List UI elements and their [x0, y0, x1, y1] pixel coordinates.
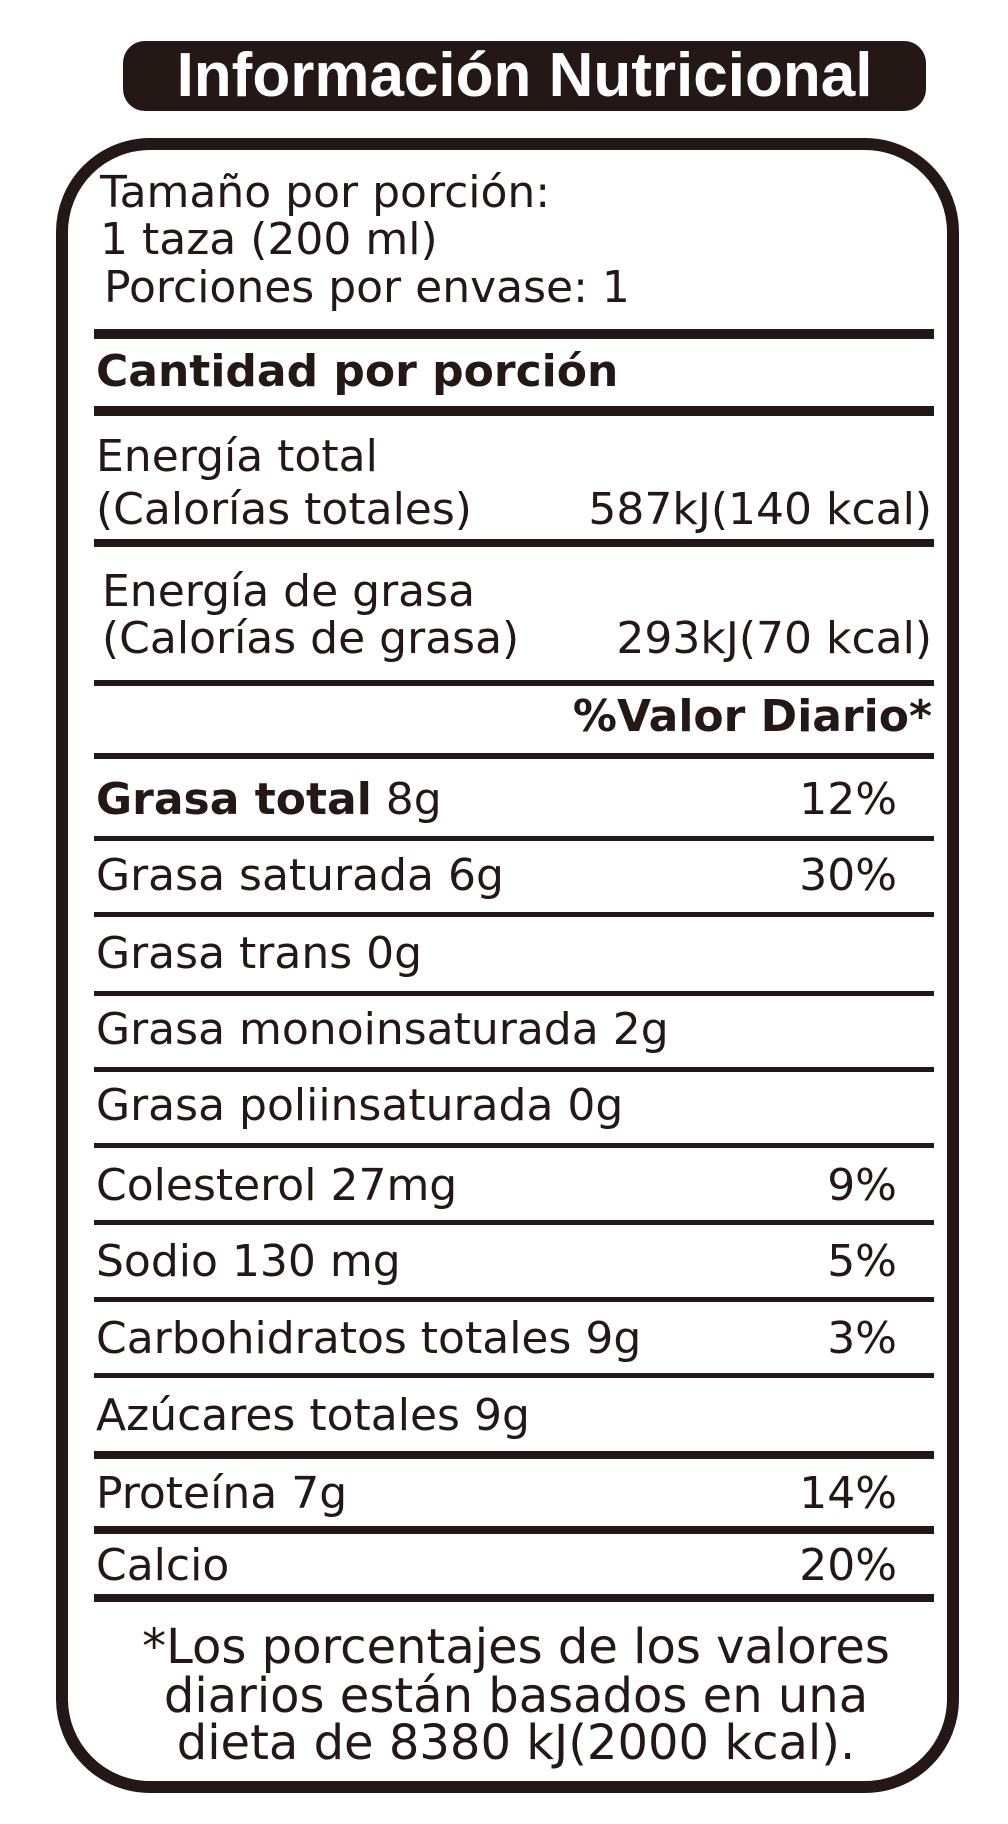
- nutrient-amount: 8g: [385, 774, 442, 825]
- serving-size: 1 taza (200 ml): [100, 214, 438, 265]
- energy-label: Energía de grasa: [102, 566, 476, 617]
- energy-label: Energía total: [96, 431, 378, 482]
- nutrient-name: Carbohidratos totales 9g: [96, 1313, 642, 1364]
- nutrient-name: Calcio: [96, 1540, 230, 1591]
- nutrient-name: Proteína 7g: [96, 1468, 348, 1519]
- divider: [94, 1451, 934, 1459]
- label-frame: [56, 138, 959, 1793]
- daily-value: 9%: [827, 1160, 897, 1211]
- divider: [94, 1066, 934, 1072]
- divider: [94, 680, 934, 686]
- daily-value: 20%: [799, 1540, 897, 1591]
- nutrient-name: Grasa saturada 6g: [96, 850, 504, 901]
- title-background: [123, 41, 926, 111]
- divider: [94, 406, 934, 416]
- title: Información Nutricional: [176, 41, 873, 110]
- nutrient-amount: 130 mg: [231, 1236, 401, 1287]
- divider: [94, 1296, 934, 1302]
- divider: [94, 329, 934, 339]
- footnote-line: diarios están basados en una: [163, 1668, 869, 1724]
- divider: [94, 539, 934, 547]
- daily-value: 14%: [799, 1468, 897, 1519]
- nutrient-name: Grasa trans 0g: [96, 928, 423, 979]
- nutrient-name: Grasa monoinsaturada 2g: [96, 1004, 669, 1055]
- nutrient-name: Grasa poliinsaturada 0g: [96, 1080, 624, 1131]
- nutrient-amount: 9g: [473, 1390, 530, 1441]
- footnote-line: dieta de 8380 kJ(2000 kcal).: [176, 1715, 856, 1771]
- energy-value: 293kJ(70 kcal): [616, 613, 932, 664]
- nutrient-amount: 27mg: [330, 1160, 458, 1211]
- divider: [94, 990, 934, 996]
- daily-value-heading: %Valor Diario*: [572, 691, 932, 742]
- nutrient-amount: 7g: [291, 1468, 348, 1519]
- daily-value: 5%: [827, 1236, 897, 1287]
- amount-heading: Cantidad por porción: [96, 346, 619, 397]
- serving-size-label: Tamaño por porción:: [100, 167, 551, 218]
- nutrient-name: Azúcares totales 9g: [96, 1390, 530, 1441]
- energy-value: 587kJ(140 kcal): [588, 484, 932, 535]
- daily-value: 30%: [799, 850, 897, 901]
- nutrient-name: Colesterol 27mg: [96, 1160, 458, 1211]
- daily-value: 12%: [799, 774, 897, 825]
- divider: [94, 835, 934, 841]
- energy-label: (Calorías totales): [96, 484, 472, 535]
- energy-label: (Calorías de grasa): [102, 613, 520, 664]
- nutrient-name: Grasa total 8g: [96, 774, 442, 825]
- divider: [94, 1142, 934, 1148]
- daily-value: 3%: [827, 1313, 897, 1364]
- divider: [94, 1526, 934, 1534]
- divider: [94, 1372, 934, 1378]
- footnote-line: *Los porcentajes de los valores: [142, 1619, 890, 1675]
- nutrient-amount: 6g: [448, 850, 504, 901]
- nutrient-amount: 0g: [366, 928, 423, 979]
- nutrient-name: Sodio 130 mg: [96, 1236, 401, 1287]
- divider: [94, 753, 934, 759]
- servings-per-container: Porciones por envase: 1: [104, 262, 630, 313]
- nutrient-amount: 2g: [612, 1004, 669, 1055]
- divider: [94, 911, 934, 917]
- divider: [94, 1219, 934, 1225]
- nutrient-amount: 9g: [585, 1313, 642, 1364]
- divider: [94, 1594, 934, 1602]
- nutrient-amount: 0g: [567, 1080, 624, 1131]
